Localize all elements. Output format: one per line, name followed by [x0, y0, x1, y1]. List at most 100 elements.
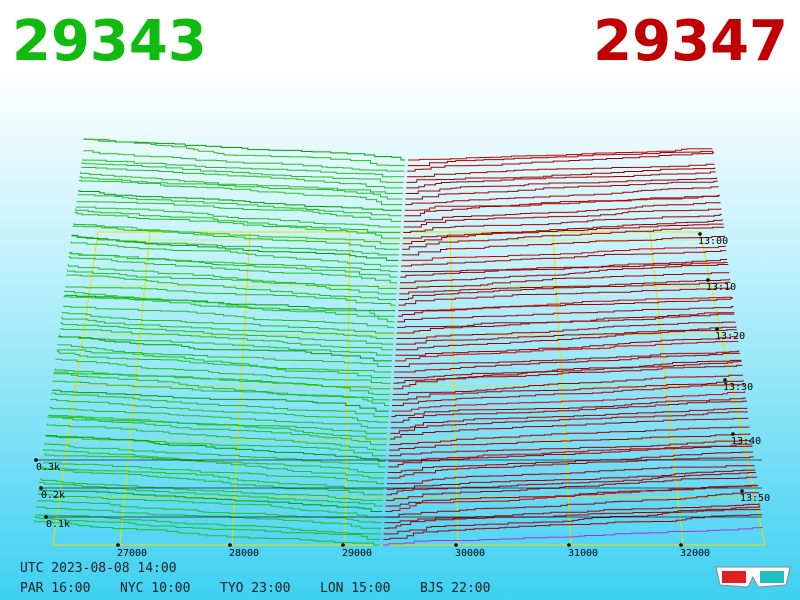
- depth-dot: [39, 486, 43, 490]
- ask-depth-line: [402, 219, 723, 239]
- time-dot: [706, 278, 710, 282]
- city-time: LON 15:00: [320, 581, 390, 596]
- ask-depth-line: [395, 329, 738, 351]
- ask-depth-line: [384, 505, 761, 529]
- ask-depth-line: [399, 278, 730, 295]
- bid-depth-line: [66, 274, 396, 300]
- ask-depth-line: [398, 281, 731, 300]
- time-label: 13:10: [706, 282, 736, 293]
- bid-depth-line: [62, 305, 395, 328]
- ask-depth-line: [395, 336, 738, 356]
- price-label: 28000: [229, 548, 259, 559]
- ask-depth-line: [404, 194, 720, 217]
- bid-depth-line: [63, 295, 395, 323]
- bid-depth-line: [42, 462, 384, 485]
- ask-depth-line: [394, 340, 739, 362]
- city-time: TYO 23:00: [220, 581, 290, 596]
- ask-depth-line: [394, 350, 740, 367]
- ask-depth-line: [386, 465, 755, 485]
- ask-depth-line: [392, 383, 745, 407]
- ask-depth-line: [404, 202, 721, 222]
- bid-depth-line: [53, 373, 390, 401]
- bid-depth-line: [59, 334, 393, 356]
- bid-depth-line: [45, 434, 386, 462]
- ask-depth-line: [399, 272, 730, 289]
- time-dot: [740, 489, 744, 493]
- bid-depth-line: [75, 206, 401, 228]
- ask-depth-line: [387, 456, 754, 479]
- ask-depth-line: [384, 492, 759, 518]
- ask-depth-line: [383, 526, 763, 546]
- depth-dot: [34, 458, 38, 462]
- ask-depth-line: [383, 509, 761, 535]
- ask-depth-line: [406, 171, 716, 189]
- ask-depth-line: [391, 391, 746, 412]
- ask-depth-line: [408, 148, 713, 161]
- glasses-icon: [715, 566, 791, 588]
- floor-line: [552, 231, 572, 546]
- bid-depth-line: [70, 241, 399, 267]
- bid-depth-line: [83, 150, 405, 172]
- ask-depth-line: [387, 451, 754, 473]
- city-time: BJS 22:00: [420, 581, 490, 596]
- bid-depth-line: [56, 349, 391, 379]
- ask-depth-line: [400, 264, 729, 284]
- city-time: PAR 16:00: [20, 581, 90, 596]
- bid-depth-line: [46, 435, 386, 457]
- bid-depth-line: [80, 166, 404, 189]
- bid-depth-line: [74, 211, 400, 239]
- price-dot: [679, 543, 683, 547]
- ask-depth-line: [407, 151, 714, 172]
- time-dot: [731, 432, 735, 436]
- bid-depth-line: [46, 423, 387, 451]
- ask-depth-line: [392, 374, 743, 395]
- time-dot: [723, 378, 727, 382]
- time-label: 13:40: [731, 436, 761, 447]
- bid-depth-line: [81, 162, 404, 183]
- bid-depth-line: [37, 499, 382, 524]
- bid-depth-line: [40, 478, 383, 501]
- bid-depth-line: [36, 505, 382, 529]
- price-label: 30000: [455, 548, 485, 559]
- price-label: 27000: [117, 548, 147, 559]
- ask-price: 29347: [593, 9, 788, 74]
- bid-depth-line: [73, 223, 400, 245]
- ask-depth-line: [403, 208, 722, 228]
- ask-depth-line: [397, 305, 734, 323]
- bid-depth-line: [68, 256, 398, 284]
- ask-depth-line: [403, 213, 722, 234]
- ask-depth-line: [397, 313, 735, 328]
- ask-depth-line: [401, 250, 727, 267]
- ask-depth-line: [401, 245, 726, 261]
- ask-depth-line: [406, 167, 716, 183]
- ask-depth-line: [402, 223, 724, 245]
- time-label: 13:20: [715, 331, 745, 342]
- bid-depth-line: [41, 468, 384, 496]
- bid-depth-line: [48, 414, 387, 440]
- bid-depth-line: [35, 516, 381, 540]
- price-dot: [228, 543, 232, 547]
- ask-depth-line: [391, 397, 746, 418]
- price-label: 31000: [568, 548, 598, 559]
- ask-depth-line: [398, 296, 733, 312]
- price-label: 29000: [342, 548, 372, 559]
- bid-depth-line: [38, 493, 382, 518]
- bid-depth-line: [62, 311, 394, 334]
- bid-depth-line: [64, 294, 396, 312]
- time-label: 13:00: [698, 236, 728, 247]
- bid-depth-line: [60, 322, 394, 345]
- bid-depth-line: [77, 194, 402, 217]
- price-dot: [116, 543, 120, 547]
- ask-depth-line: [389, 426, 750, 446]
- bid-depth-line: [38, 489, 383, 513]
- city-time: NYC 10:00: [120, 581, 190, 596]
- bid-depth-line: [83, 138, 405, 167]
- bid-depth-line: [79, 176, 403, 200]
- depth-lines: [34, 138, 763, 546]
- depth-dot: [44, 515, 48, 519]
- ask-depth-line: [393, 359, 741, 379]
- utc-time: UTC 2023-08-08 14:00: [20, 561, 177, 576]
- bid-depth-line: [43, 453, 385, 473]
- time-dot: [698, 232, 702, 236]
